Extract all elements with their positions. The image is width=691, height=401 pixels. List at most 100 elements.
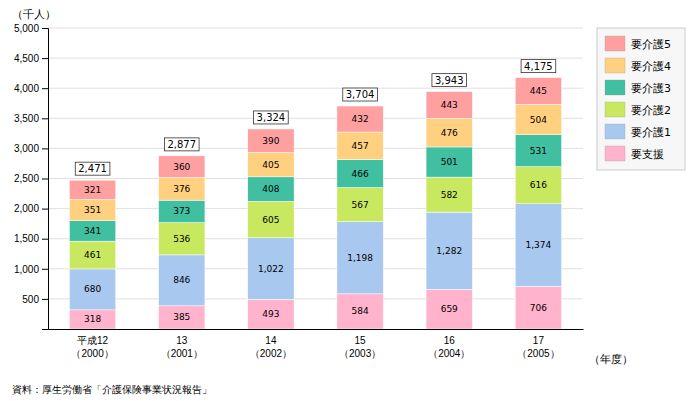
bars (69, 78, 561, 329)
bar (515, 135, 561, 167)
tick: 4,000 (14, 83, 48, 94)
total: 4,175 (521, 60, 556, 73)
total-label: 3,324 (257, 112, 286, 123)
bar (337, 222, 383, 294)
data-label: 616 (530, 180, 547, 190)
bar (248, 129, 294, 152)
total-box (254, 111, 289, 124)
data-label: 373 (173, 206, 190, 216)
data-label: 1,282 (436, 246, 462, 256)
tick: 4,500 (14, 53, 48, 64)
tick: 500 (22, 294, 48, 305)
bar (426, 147, 472, 177)
tick-label-line: （2004） (428, 348, 470, 359)
data-label: 1,022 (258, 264, 284, 274)
total: 3,943 (432, 74, 467, 87)
data-label: 376 (173, 184, 190, 194)
total: 2,471 (75, 162, 110, 175)
bar (337, 294, 383, 329)
tick-label: 14（2002） (250, 335, 292, 359)
total: 2,877 (164, 138, 199, 151)
legend-swatch (605, 36, 625, 51)
data-label: 318 (84, 314, 101, 324)
total-label: 2,471 (78, 163, 107, 174)
data-label: 466 (351, 169, 368, 179)
legend-label: 要介護5 (631, 38, 671, 51)
tick-label-line: 14 (265, 335, 277, 346)
total: 3,704 (343, 88, 378, 101)
tick-label-line: （2000） (71, 348, 113, 359)
data-label: 501 (441, 157, 458, 167)
legend-item: 要介護3 (605, 80, 671, 95)
bar (159, 223, 205, 255)
data-label: 405 (262, 160, 279, 170)
bar (337, 188, 383, 222)
tick-mark (42, 88, 48, 89)
data-label: 1,374 (526, 240, 552, 250)
tick: 3,500 (14, 113, 48, 124)
bar (426, 118, 472, 147)
legend-label: 要介護1 (631, 126, 671, 139)
bar (337, 160, 383, 188)
tick-label: 3,000 (14, 143, 39, 154)
tick: 平成12（2000） (71, 329, 113, 359)
bar (337, 106, 383, 132)
tick: 1,000 (14, 264, 48, 275)
legend-item: 要介護2 (605, 102, 671, 117)
bar (69, 269, 115, 310)
legend-label: 要介護4 (631, 60, 671, 73)
total-label: 4,175 (524, 61, 553, 72)
tick-mark (42, 28, 48, 29)
bar (69, 200, 115, 221)
data-label: 493 (262, 309, 279, 319)
grid-line (48, 58, 583, 59)
data-label: 680 (84, 284, 101, 294)
legend-item: 要介護1 (605, 124, 671, 139)
grid-line (48, 268, 583, 269)
bar (69, 310, 115, 329)
legend-item: 要支援 (605, 146, 664, 161)
bar (337, 132, 383, 160)
legend-swatch (605, 146, 625, 161)
legend-item: 要介護4 (605, 58, 671, 73)
source: 資料：厚生労働省「介護保険事業状況報告」 (12, 384, 212, 395)
tick-mark (42, 179, 48, 180)
tick-label: 4,000 (14, 83, 39, 94)
bar (426, 289, 472, 329)
total-box (521, 60, 556, 73)
bar (515, 204, 561, 287)
tick-label: 5,000 (14, 23, 39, 34)
data-label: 504 (530, 115, 547, 125)
tick-label: 2,000 (14, 203, 39, 214)
tick: 14（2002） (250, 329, 292, 359)
bar (515, 286, 561, 329)
data-label: 321 (84, 185, 101, 195)
tick: 2,000 (14, 203, 48, 214)
legend-swatch (605, 102, 625, 117)
tick-mark (42, 239, 48, 240)
data-label: 706 (530, 303, 547, 313)
tick-label-line: 15 (355, 335, 367, 346)
series (69, 286, 561, 329)
data-label: 457 (351, 141, 368, 151)
tick-label-line: （2003） (339, 348, 381, 359)
legend-swatch (605, 58, 625, 73)
total-label: 3,943 (435, 75, 464, 86)
legend-label: 要介護2 (631, 104, 671, 117)
bar (69, 180, 115, 199)
bar (515, 104, 561, 134)
bar (426, 92, 472, 119)
bar (69, 221, 115, 242)
legend-swatch (605, 124, 625, 139)
data-label: 445 (530, 86, 547, 96)
grid-line (48, 148, 583, 149)
grid-line (48, 298, 583, 299)
data-label: 1,198 (347, 253, 373, 263)
bar (159, 178, 205, 201)
plot: 3183854935846597066808461,0221,1981,2821… (14, 23, 584, 359)
grid-line (48, 88, 583, 89)
tick-label: 16（2004） (428, 335, 470, 359)
tick-label: 2,500 (14, 173, 39, 184)
tick-label: 4,500 (14, 53, 39, 64)
bar (426, 212, 472, 289)
